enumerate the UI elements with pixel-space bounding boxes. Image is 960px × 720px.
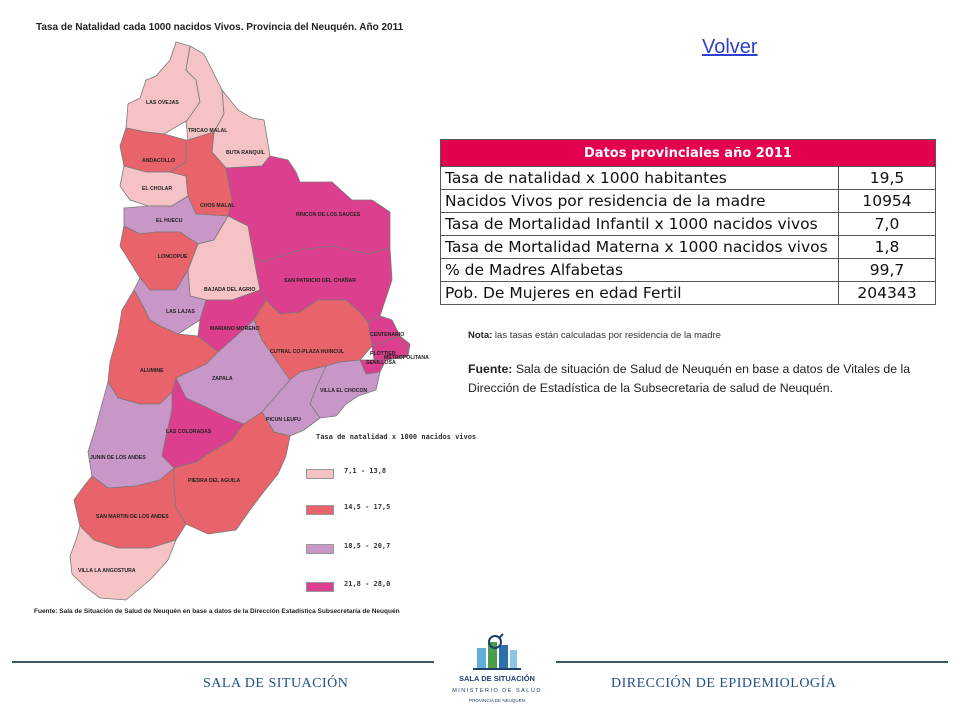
table-header: Datos provinciales año 2011 [440,139,936,167]
legend-swatch [306,582,334,592]
row-label: Tasa de Mortalidad Materna x 1000 nacido… [440,235,839,259]
table-row: % de Madres Alfabetas 99,7 [440,258,936,282]
footer-sala-de-situacion: SALA DE SITUACIÓN [203,676,349,691]
label-san-patricio: SAN PATRICIO DEL CHAÑAR [284,277,356,284]
nota-prefix: Nota: [468,330,493,341]
dept-piedra-del-aguila [173,411,291,535]
map-title: Tasa de Natalidad cada 1000 nacidos Vivo… [36,22,404,33]
fuente: Fuente: Sala de situación de Salud de Ne… [468,360,938,398]
label-bajada-del-agrio: BAJADA DEL AGRIO [204,287,255,293]
table-row: Tasa de Mortalidad Materna x 1000 nacido… [440,235,936,259]
dept-andacollo [119,127,187,173]
fuente-text: Sala de situación de Salud de Neuquén en… [468,362,911,395]
row-label: % de Madres Alfabetas [440,258,839,282]
label-metropolitana: METROPOLITANA [384,355,429,361]
label-loncopue: LONCOPUE [158,254,188,260]
legend-swatch [306,544,334,554]
label-andacollo: ANDACOLLO [142,158,175,164]
dept-san-martin-de-los-andes [73,467,187,549]
row-label: Tasa de Mortalidad Infantil x 1000 nacid… [440,212,839,236]
label-las-lajas: LAS LAJAS [166,309,195,315]
legend-label: 14,5 - 17,5 [344,503,391,511]
row-label: Tasa de natalidad x 1000 habitantes [440,166,839,190]
legend-item: 14,5 - 17,5 [306,503,426,517]
row-value: 7,0 [838,212,936,236]
logo-title: SALA DE SITUACIÓN [459,674,535,683]
footer-divider-right [556,661,948,663]
volver-link[interactable]: Volver [702,36,758,58]
row-value: 99,7 [838,258,936,282]
nota-text: las tasas están calculadas por residenci… [492,330,721,341]
label-mariano-moreno: MARIANO MORENO [210,326,260,332]
row-label: Pob. De Mujeres en edad Fertil [440,281,839,305]
row-value: 19,5 [838,166,936,190]
label-cutral-co: CUTRAL CO-PLAZA HUINCUL [270,349,345,355]
label-el-cholar: EL CHOLAR [142,186,172,192]
label-senillosa: SENILLOSA [366,360,396,366]
label-el-huecu: EL HUECU [156,218,183,224]
dept-picun-leufu [261,365,327,437]
provincial-data-table: Datos provinciales año 2011 Tasa de nata… [440,139,936,305]
label-san-martin: SAN MARTIN DE LOS ANDES [96,514,169,520]
legend-label: 18,5 - 20,7 [344,542,391,550]
label-chos-malal: CHOS MALAL [200,203,235,209]
fuente-prefix: Fuente: [468,362,513,376]
legend-swatch [306,505,334,515]
legend-item: 21,8 - 28,0 [306,580,426,594]
legend-title: Tasa de natalidad x 1000 nacidos vivos [316,433,477,441]
table-row: Tasa de Mortalidad Infantil x 1000 nacid… [440,212,936,236]
label-picun-leufu: PICUN LEUFU [266,417,301,423]
legend-item: 7,1 - 13,8 [306,467,426,481]
footer-direccion-epidemiologia: DIRECCIÓN DE EPIDEMIOLOGÍA [611,676,837,691]
dept-metropolitana [398,335,411,359]
label-buta-ranquil: BUTA RANQUIL [226,150,266,156]
map-source: Fuente: Sala de Situación de Salud de Ne… [34,608,400,615]
label-plottier: PLOTTIER [370,351,396,357]
footer-divider-left [12,661,434,663]
label-piedra-del-aguila: PIEDRA DEL AGUILA [188,478,241,484]
row-value: 1,8 [838,235,936,259]
legend-label: 21,8 - 28,0 [344,580,391,588]
table-row: Tasa de natalidad x 1000 habitantes 19,5 [440,166,936,190]
legend-swatch [306,469,334,479]
label-rincon: RINCON DE LOS SAUCES [296,212,361,218]
legend-label: 7,1 - 13,8 [344,467,387,475]
sala-de-situacion-logo: SALA DE SITUACIÓN MINISTERIO DE SALUD PR… [437,632,557,714]
label-junin: JUNIN DE LOS ANDES [90,455,146,461]
label-alumine: ALUMINE [140,368,164,374]
label-zapala: ZAPALA [212,376,233,382]
table-row: Nacidos Vivos por residencia de la madre… [440,189,936,213]
label-centenario: CENTENARIO [370,332,404,338]
nota: Nota: las tasas están calculadas por res… [468,330,721,341]
logo-subtitle: MINISTERIO DE SALUD [452,688,542,694]
label-villa-el-chocon: VILLA EL CHOCON [320,388,368,394]
label-tricao-malal: TRICAO MALAL [188,128,228,134]
row-label: Nacidos Vivos por residencia de la madre [440,189,839,213]
table-row: Pob. De Mujeres en edad Fertil 204343 [440,281,936,305]
label-las-coloradas: LAS COLORADAS [166,429,212,435]
dept-villa-la-angostura [69,525,177,601]
row-value: 10954 [838,189,936,213]
label-villa-la-angostura: VILLA LA ANGOSTURA [78,568,136,574]
row-value: 204343 [838,281,936,305]
label-las-ovejas: LAS OVEJAS [146,100,179,106]
logo-icon [473,633,521,670]
table-header-row: Datos provinciales año 2011 [440,139,936,167]
logo-subtitle-2: PROVINCIA DE NEUQUÉN [469,698,525,703]
legend-item: 18,5 - 20,7 [306,542,426,556]
